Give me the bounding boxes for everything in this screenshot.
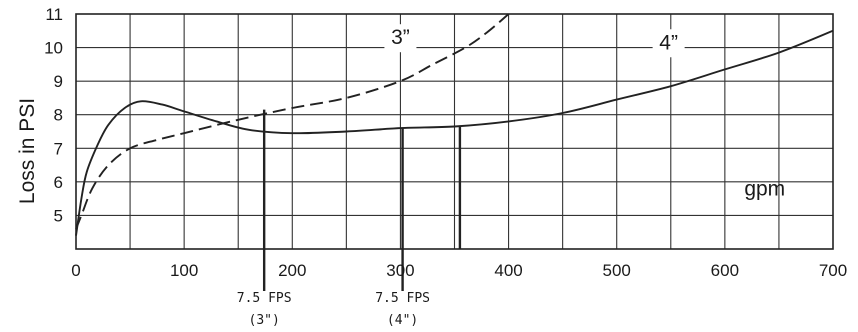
x-tick-label: 200 (278, 261, 306, 280)
x-unit-label: gpm (744, 177, 785, 200)
x-tick-label: 600 (711, 261, 739, 280)
y-axis-label: Loss in PSI (16, 98, 39, 204)
x-axis-ticks: 0 100 200 300 400 500 600 700 (71, 261, 847, 280)
plot-border (75, 13, 834, 250)
fps-annotation-pipe-size: (4") (387, 313, 418, 328)
x-tick-label: 300 (386, 261, 414, 280)
x-tick-label: 700 (819, 261, 847, 280)
series-label-background (384, 24, 417, 53)
annotations: gpm 7.5 FPS (3") 7.5 FPS (4") (237, 177, 785, 328)
series-label: 4” (659, 31, 678, 54)
gpm-marker-lines (262, 109, 462, 291)
series-4in-line (75, 29, 834, 236)
series-3in-line (75, 13, 510, 230)
series-label-background (652, 29, 685, 58)
x-tick-label: 500 (603, 261, 631, 280)
y-axis-ticks: 5 6 7 8 9 10 11 (44, 5, 63, 225)
y-tick-label: 6 (54, 173, 63, 192)
y-tick-label: 8 (54, 106, 63, 125)
series-labels: 3” 4” (384, 24, 685, 58)
y-tick-label: 5 (54, 206, 63, 225)
series-lines (75, 13, 834, 236)
fps-annotation-pipe-size: (3") (249, 313, 280, 328)
y-tick-label: 10 (44, 39, 63, 58)
plot-frame (75, 13, 834, 250)
y-tick-label: 11 (45, 5, 63, 24)
x-tick-label: 100 (170, 261, 198, 280)
fps-annotation: 7.5 FPS (237, 291, 292, 306)
x-tick-label: 0 (71, 261, 80, 280)
series-label: 3” (391, 26, 410, 49)
y-tick-label: 9 (54, 72, 63, 91)
x-tick-label: 400 (494, 261, 522, 280)
y-tick-label: 7 (54, 139, 63, 158)
fps-annotation: 7.5 FPS (375, 291, 430, 306)
